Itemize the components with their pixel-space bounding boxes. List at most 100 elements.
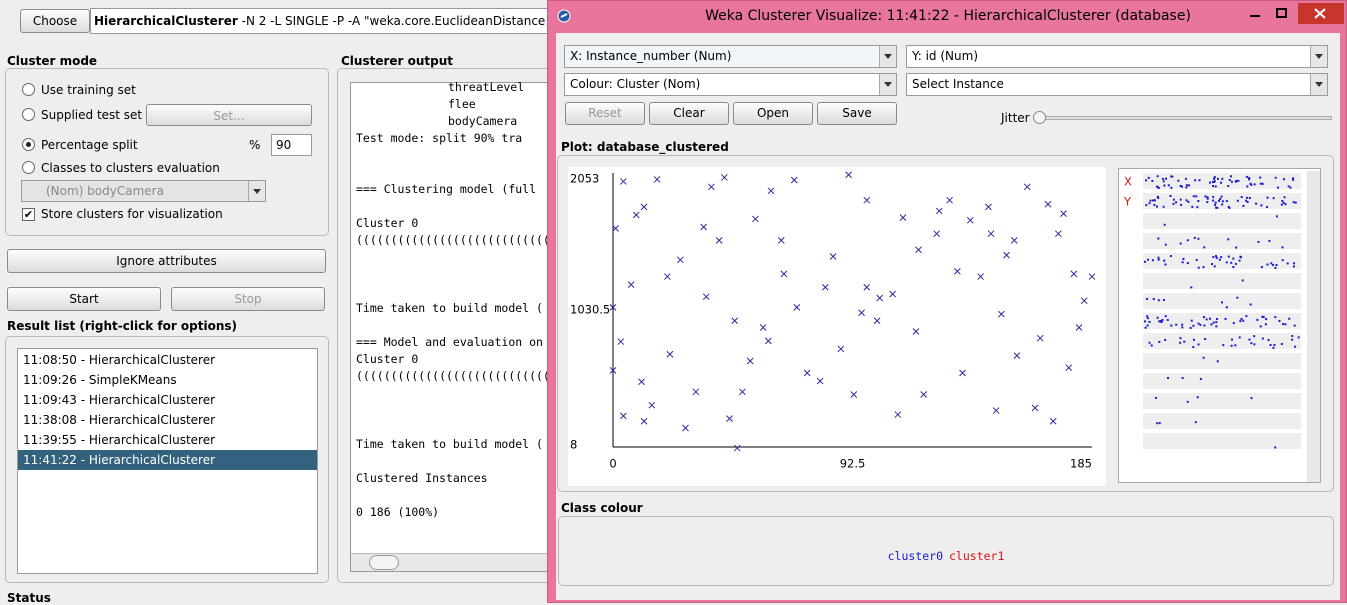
result-item[interactable]: 11:39:55 - HierarchicalClusterer [23, 433, 216, 447]
legend-entry: cluster1 [949, 549, 1005, 563]
point [837, 345, 845, 353]
checkbox[interactable]: ✔ [22, 208, 35, 221]
strip-dot [1147, 176, 1150, 179]
radio[interactable] [22, 83, 35, 96]
result-item[interactable]: 11:08:50 - HierarchicalClusterer [23, 353, 216, 367]
v-scrollbar[interactable] [1307, 171, 1321, 482]
strip-dot [1265, 318, 1268, 321]
point [702, 293, 710, 301]
plot-panel [557, 155, 1334, 492]
button[interactable]: Save [817, 102, 897, 125]
strip-dot [1157, 299, 1160, 302]
choose-button[interactable]: Choose [20, 9, 90, 33]
strip-dot [1283, 196, 1286, 199]
stop-button[interactable]: Stop [171, 287, 325, 311]
point [627, 281, 635, 288]
strip-dot [1230, 261, 1233, 264]
strip-dot [1156, 175, 1159, 178]
x-select-text: X: Instance_number (Num) [570, 49, 732, 63]
strip-dot [1294, 345, 1297, 348]
strip-dot [1148, 202, 1151, 205]
point [692, 388, 700, 396]
percent-input[interactable]: 90 [271, 134, 312, 156]
point [759, 324, 767, 331]
panel-title: Cluster mode [7, 54, 98, 68]
point [858, 309, 865, 317]
set-button[interactable]: Set... [146, 104, 312, 126]
strip-dot [1198, 179, 1201, 182]
y-select[interactable]: Y: id (Num) [906, 45, 1328, 68]
point [632, 211, 640, 219]
strip [1143, 433, 1301, 449]
strip-dot [1149, 199, 1152, 202]
strip [1143, 333, 1301, 349]
button[interactable]: Reset [565, 102, 645, 125]
legend-entry: cluster0 [887, 549, 943, 563]
strip-dot [1150, 344, 1153, 347]
output-line: flee [448, 97, 476, 111]
radio[interactable] [22, 161, 35, 174]
strip-dot [1185, 184, 1188, 187]
point [767, 187, 775, 195]
strip-dot [1238, 336, 1241, 339]
strip-dot [1152, 298, 1155, 301]
strip-dot [1266, 205, 1269, 208]
strip-dot [1272, 197, 1275, 200]
strip-dot [1272, 346, 1275, 349]
slider-knob[interactable] [1033, 111, 1046, 124]
strip-dot [1163, 259, 1166, 262]
colour-select[interactable]: Colour: Cluster (Nom) [564, 73, 897, 96]
point [708, 183, 715, 191]
strip-dot [1281, 246, 1284, 249]
h-scrollbar[interactable] [351, 553, 560, 571]
jitter-slider[interactable] [1035, 116, 1332, 120]
class-select[interactable]: (Nom) bodyCamera [21, 180, 266, 202]
strip [1143, 413, 1301, 429]
strip-dot [1273, 343, 1276, 346]
strip-dot [1144, 260, 1147, 263]
strip-dot [1186, 400, 1189, 403]
result-item[interactable]: 11:09:43 - HierarchicalClusterer [23, 393, 216, 407]
strip-dot [1249, 303, 1252, 306]
strip-dot [1261, 337, 1264, 340]
result-item[interactable]: 11:09:26 - SimpleKMeans [23, 373, 177, 387]
command-field[interactable]: HierarchicalClusterer -N 2 -L SINGLE -P … [90, 8, 597, 34]
radio[interactable] [22, 108, 35, 121]
strip-dot [1194, 179, 1197, 182]
strip-dot [1242, 204, 1245, 207]
strip-dot [1161, 177, 1164, 180]
strip-dot [1248, 176, 1251, 179]
strip-dot [1235, 246, 1238, 249]
strip-dot [1204, 195, 1207, 198]
point [666, 350, 674, 358]
ignore-button[interactable]: Ignore attributes [7, 249, 326, 273]
point [609, 367, 617, 374]
strip-dot [1171, 175, 1174, 178]
strip-dot [1192, 195, 1195, 198]
point [1080, 297, 1088, 305]
strip-dot [1156, 195, 1159, 198]
button[interactable]: Open [733, 102, 813, 125]
instance-select[interactable]: Select Instance [906, 73, 1328, 96]
jitter-label: Jitter [1001, 111, 1030, 125]
strip-dot [1292, 177, 1295, 180]
button[interactable]: Clear [649, 102, 729, 125]
result-item[interactable]: 11:38:08 - HierarchicalClusterer [23, 413, 216, 427]
strip-dot [1211, 263, 1214, 266]
radio[interactable] [22, 138, 35, 151]
strip-dot [1239, 255, 1242, 258]
result-item[interactable]: 11:41:22 - HierarchicalClusterer [18, 450, 317, 470]
output-line: 0 186 (100%) [356, 505, 440, 519]
strip-dot [1292, 178, 1295, 181]
strip-dot [1199, 323, 1202, 326]
point [612, 224, 619, 232]
strip-dot [1144, 326, 1147, 329]
output-line: Test mode: split 90% tra [356, 131, 523, 145]
strip-dot [1259, 182, 1262, 185]
x-select[interactable]: X: Instance_number (Num) [564, 45, 897, 68]
strip-dot [1145, 204, 1148, 207]
panel-title: Result list (right-click for options) [7, 319, 238, 333]
start-button[interactable]: Start [7, 287, 161, 311]
strip-dot [1292, 265, 1295, 268]
